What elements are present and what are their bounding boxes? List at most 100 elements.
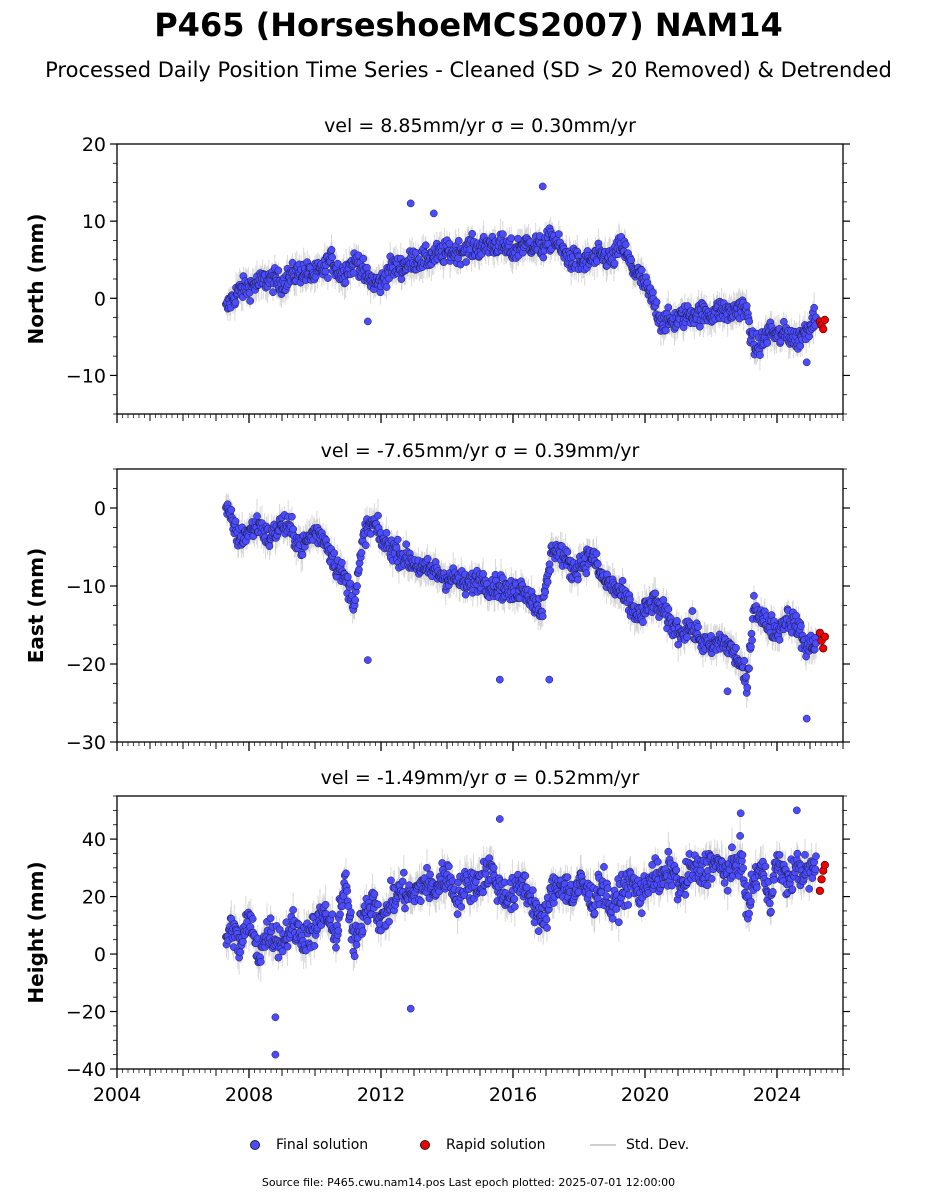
final-solution-point xyxy=(639,618,647,627)
final-solution-point xyxy=(429,209,438,218)
figure-subtitle: Processed Daily Position Time Series - C… xyxy=(45,58,892,82)
rapid-solution-point xyxy=(820,632,829,641)
final-solution-point xyxy=(732,644,740,652)
final-solution-point xyxy=(810,303,818,312)
final-solution-point xyxy=(743,683,752,692)
final-solution-point xyxy=(740,656,749,665)
final-solution-point xyxy=(298,550,307,559)
final-solution-point xyxy=(802,714,811,723)
final-solution-point xyxy=(392,543,401,552)
final-solution-point xyxy=(648,288,657,297)
final-solution-point xyxy=(507,234,516,243)
final-solution-point xyxy=(546,566,554,575)
final-solution-point xyxy=(539,253,548,262)
final-solution-point xyxy=(363,656,372,664)
final-solution-point xyxy=(498,230,507,238)
y-tick-label: −10 xyxy=(66,365,106,387)
final-solution-point xyxy=(288,512,296,521)
final-solution-point xyxy=(618,576,627,585)
final-solution-point xyxy=(423,554,432,563)
y-axis-label: Height (mm) xyxy=(24,861,48,1003)
final-solution-point xyxy=(538,612,547,621)
final-solution-point xyxy=(747,642,755,651)
final-solution-point xyxy=(745,317,753,326)
final-solution-point xyxy=(274,266,283,275)
final-solution-point xyxy=(393,535,402,544)
y-tick-label: −10 xyxy=(66,576,106,598)
final-solution-point xyxy=(328,253,336,262)
rapid-solution-point xyxy=(819,325,828,334)
y-tick-label: −20 xyxy=(66,654,106,676)
final-solution-point xyxy=(227,505,236,514)
final-solution-point xyxy=(545,675,554,684)
final-solution-point xyxy=(750,591,758,600)
final-solution-point xyxy=(324,274,332,282)
final-solution-point xyxy=(468,229,477,238)
final-solution-point xyxy=(397,275,406,283)
final-solution-point xyxy=(541,588,550,596)
y-tick-label: 20 xyxy=(82,134,106,156)
final-solution-point xyxy=(495,675,504,684)
final-solution-point xyxy=(341,278,350,287)
final-solution-point xyxy=(582,569,591,578)
final-solution-point xyxy=(748,636,756,645)
panel-title: vel = -7.65mm/yr σ = 0.39mm/yr xyxy=(321,440,640,462)
final-solution-point xyxy=(231,298,240,307)
final-solution-point xyxy=(661,326,670,335)
final-solution-point xyxy=(343,573,352,581)
y-tick-label: 10 xyxy=(82,211,106,233)
y-tick-label: 0 xyxy=(94,498,106,520)
final-solution-point xyxy=(763,339,772,347)
final-solution-point xyxy=(349,269,358,277)
final-solution-point xyxy=(796,342,805,350)
final-solution-point xyxy=(330,549,339,557)
final-solution-point xyxy=(797,622,805,630)
final-solution-point xyxy=(382,529,391,537)
final-solution-point xyxy=(231,517,240,526)
final-solution-point xyxy=(355,565,363,574)
final-solution-point xyxy=(402,540,411,549)
final-solution-point xyxy=(659,596,668,604)
plot-frame xyxy=(116,143,844,415)
final-solution-point xyxy=(265,542,274,551)
panel-title: vel = 8.85mm/yr σ = 0.30mm/yr xyxy=(324,115,636,137)
final-solution-point xyxy=(363,317,372,326)
final-solution-point xyxy=(321,267,330,276)
final-solution-point xyxy=(637,266,646,275)
final-solution-point xyxy=(742,301,751,310)
final-solution-point xyxy=(688,607,697,615)
final-solution-point xyxy=(651,589,660,598)
final-solution-point xyxy=(664,605,673,613)
rapid-solution-point xyxy=(820,315,829,324)
final-solution-point xyxy=(756,351,764,359)
final-solution-point xyxy=(361,541,370,550)
final-solution-point xyxy=(563,547,572,556)
final-solution-point xyxy=(374,511,382,520)
final-solution-point xyxy=(593,560,602,568)
final-solution-point xyxy=(462,258,471,266)
final-solution-point xyxy=(327,246,336,254)
final-solution-point xyxy=(627,256,636,264)
rapid-solution-point xyxy=(819,644,828,653)
final-solution-point xyxy=(574,575,582,584)
final-solution-point xyxy=(802,358,811,367)
final-solution-point xyxy=(454,237,463,245)
final-solution-point xyxy=(461,590,470,599)
final-solution-point xyxy=(664,303,673,312)
y-tick-label: −30 xyxy=(66,732,106,754)
panel-title: vel = -1.49mm/yr σ = 0.52mm/yr xyxy=(321,767,640,789)
final-solution-point xyxy=(775,635,784,644)
final-solution-point xyxy=(253,512,261,520)
final-solution-point xyxy=(723,687,732,696)
final-solution-point xyxy=(479,570,487,578)
final-solution-point xyxy=(538,182,547,191)
final-solution-point xyxy=(359,254,368,263)
final-solution-point xyxy=(357,548,366,557)
final-solution-point xyxy=(592,549,601,558)
final-solution-point xyxy=(337,558,346,567)
final-solution-point xyxy=(406,199,415,208)
final-solution-point xyxy=(673,617,681,625)
final-solution-point xyxy=(745,664,753,673)
final-solution-point xyxy=(363,263,371,272)
